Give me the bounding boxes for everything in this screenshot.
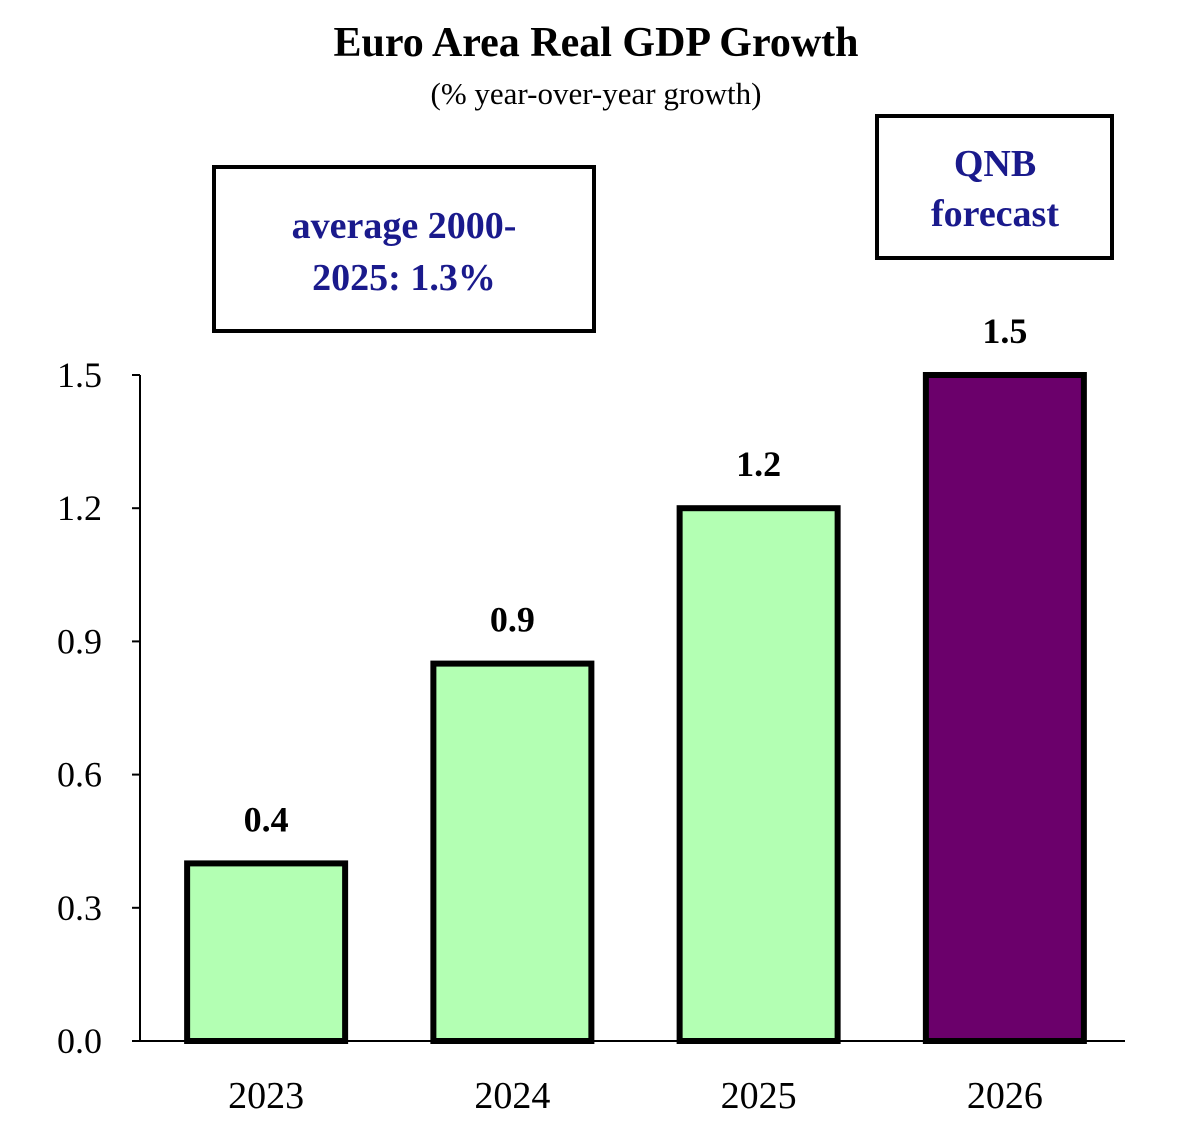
y-tick-label: 0.0 — [57, 1021, 102, 1061]
data-label-2026: 1.5 — [982, 311, 1027, 351]
data-label-2023: 0.4 — [244, 799, 289, 839]
bar-2025 — [676, 505, 841, 1044]
annotation-average-line-2: 2025: 1.3% — [312, 257, 496, 299]
chart-title: Euro Area Real GDP Growth — [334, 20, 859, 66]
y-axis: 0.0 0.3 0.6 0.9 1.2 1.5 — [57, 355, 141, 1061]
x-tick-label: 2025 — [721, 1075, 797, 1117]
bars: 0.4 0.9 1.2 1.5 — [184, 311, 1087, 1045]
annotation-average-line-1: average 2000- — [292, 205, 517, 247]
x-axis: 2023 2024 2025 2026 — [140, 1040, 1125, 1117]
bar-2026 — [922, 372, 1087, 1044]
y-tick-label: 1.2 — [57, 488, 102, 528]
bar-2023 — [184, 860, 349, 1045]
bar-2024 — [430, 660, 595, 1044]
annotation-forecast-line-1: QNB — [954, 143, 1036, 185]
annotation-forecast: QNB forecast — [875, 114, 1114, 260]
x-tick-label: 2026 — [967, 1075, 1043, 1117]
annotation-average: average 2000- 2025: 1.3% — [212, 165, 596, 333]
x-tick-label: 2023 — [228, 1075, 304, 1117]
y-tick-label: 0.6 — [57, 755, 102, 795]
y-tick-label: 0.9 — [57, 621, 102, 661]
annotation-average-box — [212, 165, 596, 333]
annotation-forecast-box — [875, 114, 1114, 260]
x-tick-label: 2024 — [474, 1075, 550, 1117]
chart-subtitle: (% year-over-year growth) — [431, 76, 762, 111]
y-tick-label: 1.5 — [57, 355, 102, 395]
annotation-forecast-line-2: forecast — [931, 193, 1059, 235]
data-label-2025: 1.2 — [736, 444, 781, 484]
data-label-2024: 0.9 — [490, 600, 535, 640]
y-tick-label: 0.3 — [57, 888, 102, 928]
